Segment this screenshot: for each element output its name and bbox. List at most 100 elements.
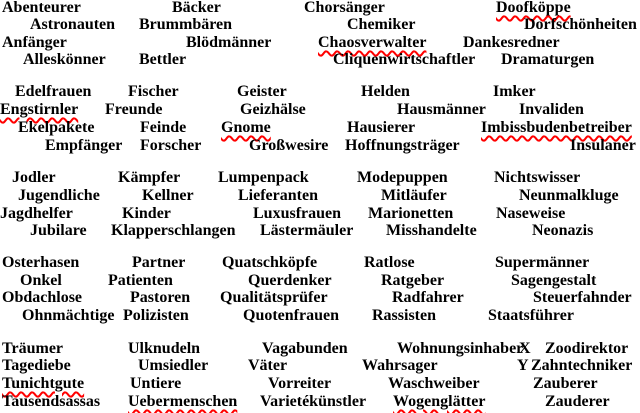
- word[interactable]: Ekelpakete: [18, 119, 95, 136]
- word[interactable]: Jubilare: [30, 222, 87, 239]
- word[interactable]: Osterhasen: [2, 254, 80, 271]
- word[interactable]: Ulknudeln: [128, 340, 201, 357]
- misspelled-word[interactable]: Wogenglätter: [393, 393, 486, 410]
- word[interactable]: Partner: [132, 254, 186, 271]
- word[interactable]: Bäcker: [172, 0, 221, 16]
- word[interactable]: Dorfschönheiten: [524, 16, 637, 33]
- word[interactable]: Obdachlose: [2, 289, 83, 306]
- word[interactable]: Nichtswisser: [494, 169, 581, 186]
- word[interactable]: Imker: [493, 83, 536, 100]
- word[interactable]: Geizhälse: [240, 101, 306, 118]
- word[interactable]: Querdenker: [248, 272, 332, 289]
- word[interactable]: Fischer: [128, 83, 179, 100]
- word[interactable]: Vagabunden: [262, 340, 348, 357]
- word[interactable]: Väter: [248, 357, 288, 374]
- word[interactable]: Bettler: [139, 51, 187, 68]
- word[interactable]: Misshandelte: [386, 222, 477, 239]
- misspelled-word[interactable]: Doofköppe: [496, 0, 571, 16]
- word[interactable]: Zoodirektor: [545, 340, 629, 357]
- word[interactable]: Geister: [237, 83, 287, 100]
- word[interactable]: Klapperschlangen: [111, 222, 236, 239]
- word[interactable]: Lästermäuler: [260, 222, 354, 239]
- word[interactable]: Helden: [361, 83, 410, 100]
- word[interactable]: Rassisten: [372, 307, 437, 324]
- misspelled-word[interactable]: Chaosverwalter: [318, 34, 427, 51]
- word[interactable]: Wohnungsinhaber: [397, 340, 524, 357]
- word[interactable]: Ratlose: [364, 254, 415, 271]
- word[interactable]: Brummbären: [139, 16, 233, 33]
- word[interactable]: Empfänger: [45, 137, 123, 154]
- word[interactable]: Insulaner: [570, 137, 636, 154]
- word[interactable]: Chorsänger: [304, 0, 385, 16]
- word[interactable]: Hoffnungsträger: [345, 137, 460, 154]
- word[interactable]: Marionetten: [368, 205, 454, 222]
- word[interactable]: Tagediebe: [2, 357, 71, 374]
- word[interactable]: Untiere: [130, 375, 182, 392]
- misspelled-word[interactable]: Uebermenschen: [128, 393, 238, 410]
- word[interactable]: Qualitätsprüfer: [220, 289, 328, 306]
- word[interactable]: Blödmänner: [186, 34, 272, 51]
- word[interactable]: Forscher: [140, 137, 202, 154]
- word[interactable]: Freunde: [105, 101, 163, 118]
- word[interactable]: Ratgeber: [381, 272, 445, 289]
- word[interactable]: Vorreiter: [268, 375, 332, 392]
- word[interactable]: Umsiedler: [138, 357, 209, 374]
- word[interactable]: Träumer: [2, 340, 64, 357]
- misspelled-word[interactable]: Gnome: [221, 119, 271, 136]
- word[interactable]: Zauderer: [545, 393, 610, 410]
- word[interactable]: Mitläufer: [381, 187, 447, 204]
- word[interactable]: Feinde: [140, 119, 187, 136]
- word[interactable]: Dramaturgen: [501, 51, 595, 68]
- word[interactable]: Lieferanten: [238, 187, 318, 204]
- word[interactable]: Anfänger: [2, 34, 67, 51]
- word[interactable]: Staatsführer: [488, 307, 574, 324]
- word[interactable]: Jagdhelfer: [0, 205, 73, 222]
- word[interactable]: Kämpfer: [118, 169, 181, 186]
- word[interactable]: Polizisten: [123, 307, 189, 324]
- word[interactable]: Jugendliche: [18, 187, 100, 204]
- word[interactable]: Kellner: [142, 187, 194, 204]
- word[interactable]: Tausendsassas: [2, 393, 101, 410]
- word[interactable]: Invaliden: [519, 101, 584, 118]
- word[interactable]: Sagengestalt: [511, 272, 597, 289]
- word[interactable]: Kinder: [122, 205, 171, 222]
- misspelled-word[interactable]: Engstirnler: [0, 101, 79, 118]
- word[interactable]: Ohnmächtige: [22, 307, 115, 324]
- word[interactable]: Lumpenpack: [218, 169, 309, 186]
- word[interactable]: Modepuppen: [357, 169, 448, 186]
- word[interactable]: Astronauten: [30, 16, 116, 33]
- word[interactable]: Zahntechniker: [531, 357, 633, 374]
- word[interactable]: Naseweise: [496, 205, 566, 222]
- word[interactable]: Waschweiber: [388, 375, 480, 392]
- word[interactable]: Quotenfrauen: [243, 307, 339, 324]
- word[interactable]: Dankesredner: [463, 34, 560, 51]
- word[interactable]: Neonazis: [532, 222, 594, 239]
- word[interactable]: Hausierer: [347, 119, 416, 136]
- word[interactable]: Luxusfrauen: [253, 205, 342, 222]
- word[interactable]: Cliquenwirtschaftler: [333, 51, 476, 68]
- word[interactable]: Wahrsager: [362, 357, 438, 374]
- word[interactable]: Patienten: [108, 272, 173, 289]
- word[interactable]: Quatschköpfe: [222, 254, 318, 271]
- word[interactable]: Pastoren: [130, 289, 191, 306]
- word[interactable]: Jodler: [12, 169, 56, 186]
- word[interactable]: Varietékünstler: [260, 393, 367, 410]
- misspelled-word[interactable]: Imbissbudenbetreiber: [481, 119, 632, 136]
- word[interactable]: Onkel: [20, 272, 62, 289]
- word[interactable]: Chemiker: [347, 16, 416, 33]
- word[interactable]: Zauberer: [533, 375, 598, 392]
- word[interactable]: Steuerfahnder: [533, 289, 632, 306]
- misspelled-word[interactable]: Tunichtgute: [2, 375, 85, 392]
- word[interactable]: Hausmänner: [397, 101, 486, 118]
- word[interactable]: Abenteurer: [2, 0, 81, 16]
- word[interactable]: Y: [517, 357, 529, 374]
- word[interactable]: Großwesire: [249, 137, 329, 154]
- word[interactable]: Supermänner: [495, 254, 590, 271]
- word[interactable]: Radfahrer: [392, 289, 464, 306]
- word[interactable]: Edelfrauen: [15, 83, 92, 100]
- word[interactable]: Alleskönner: [23, 51, 106, 68]
- word[interactable]: Neunmalkluge: [519, 187, 619, 204]
- word[interactable]: X: [519, 340, 531, 357]
